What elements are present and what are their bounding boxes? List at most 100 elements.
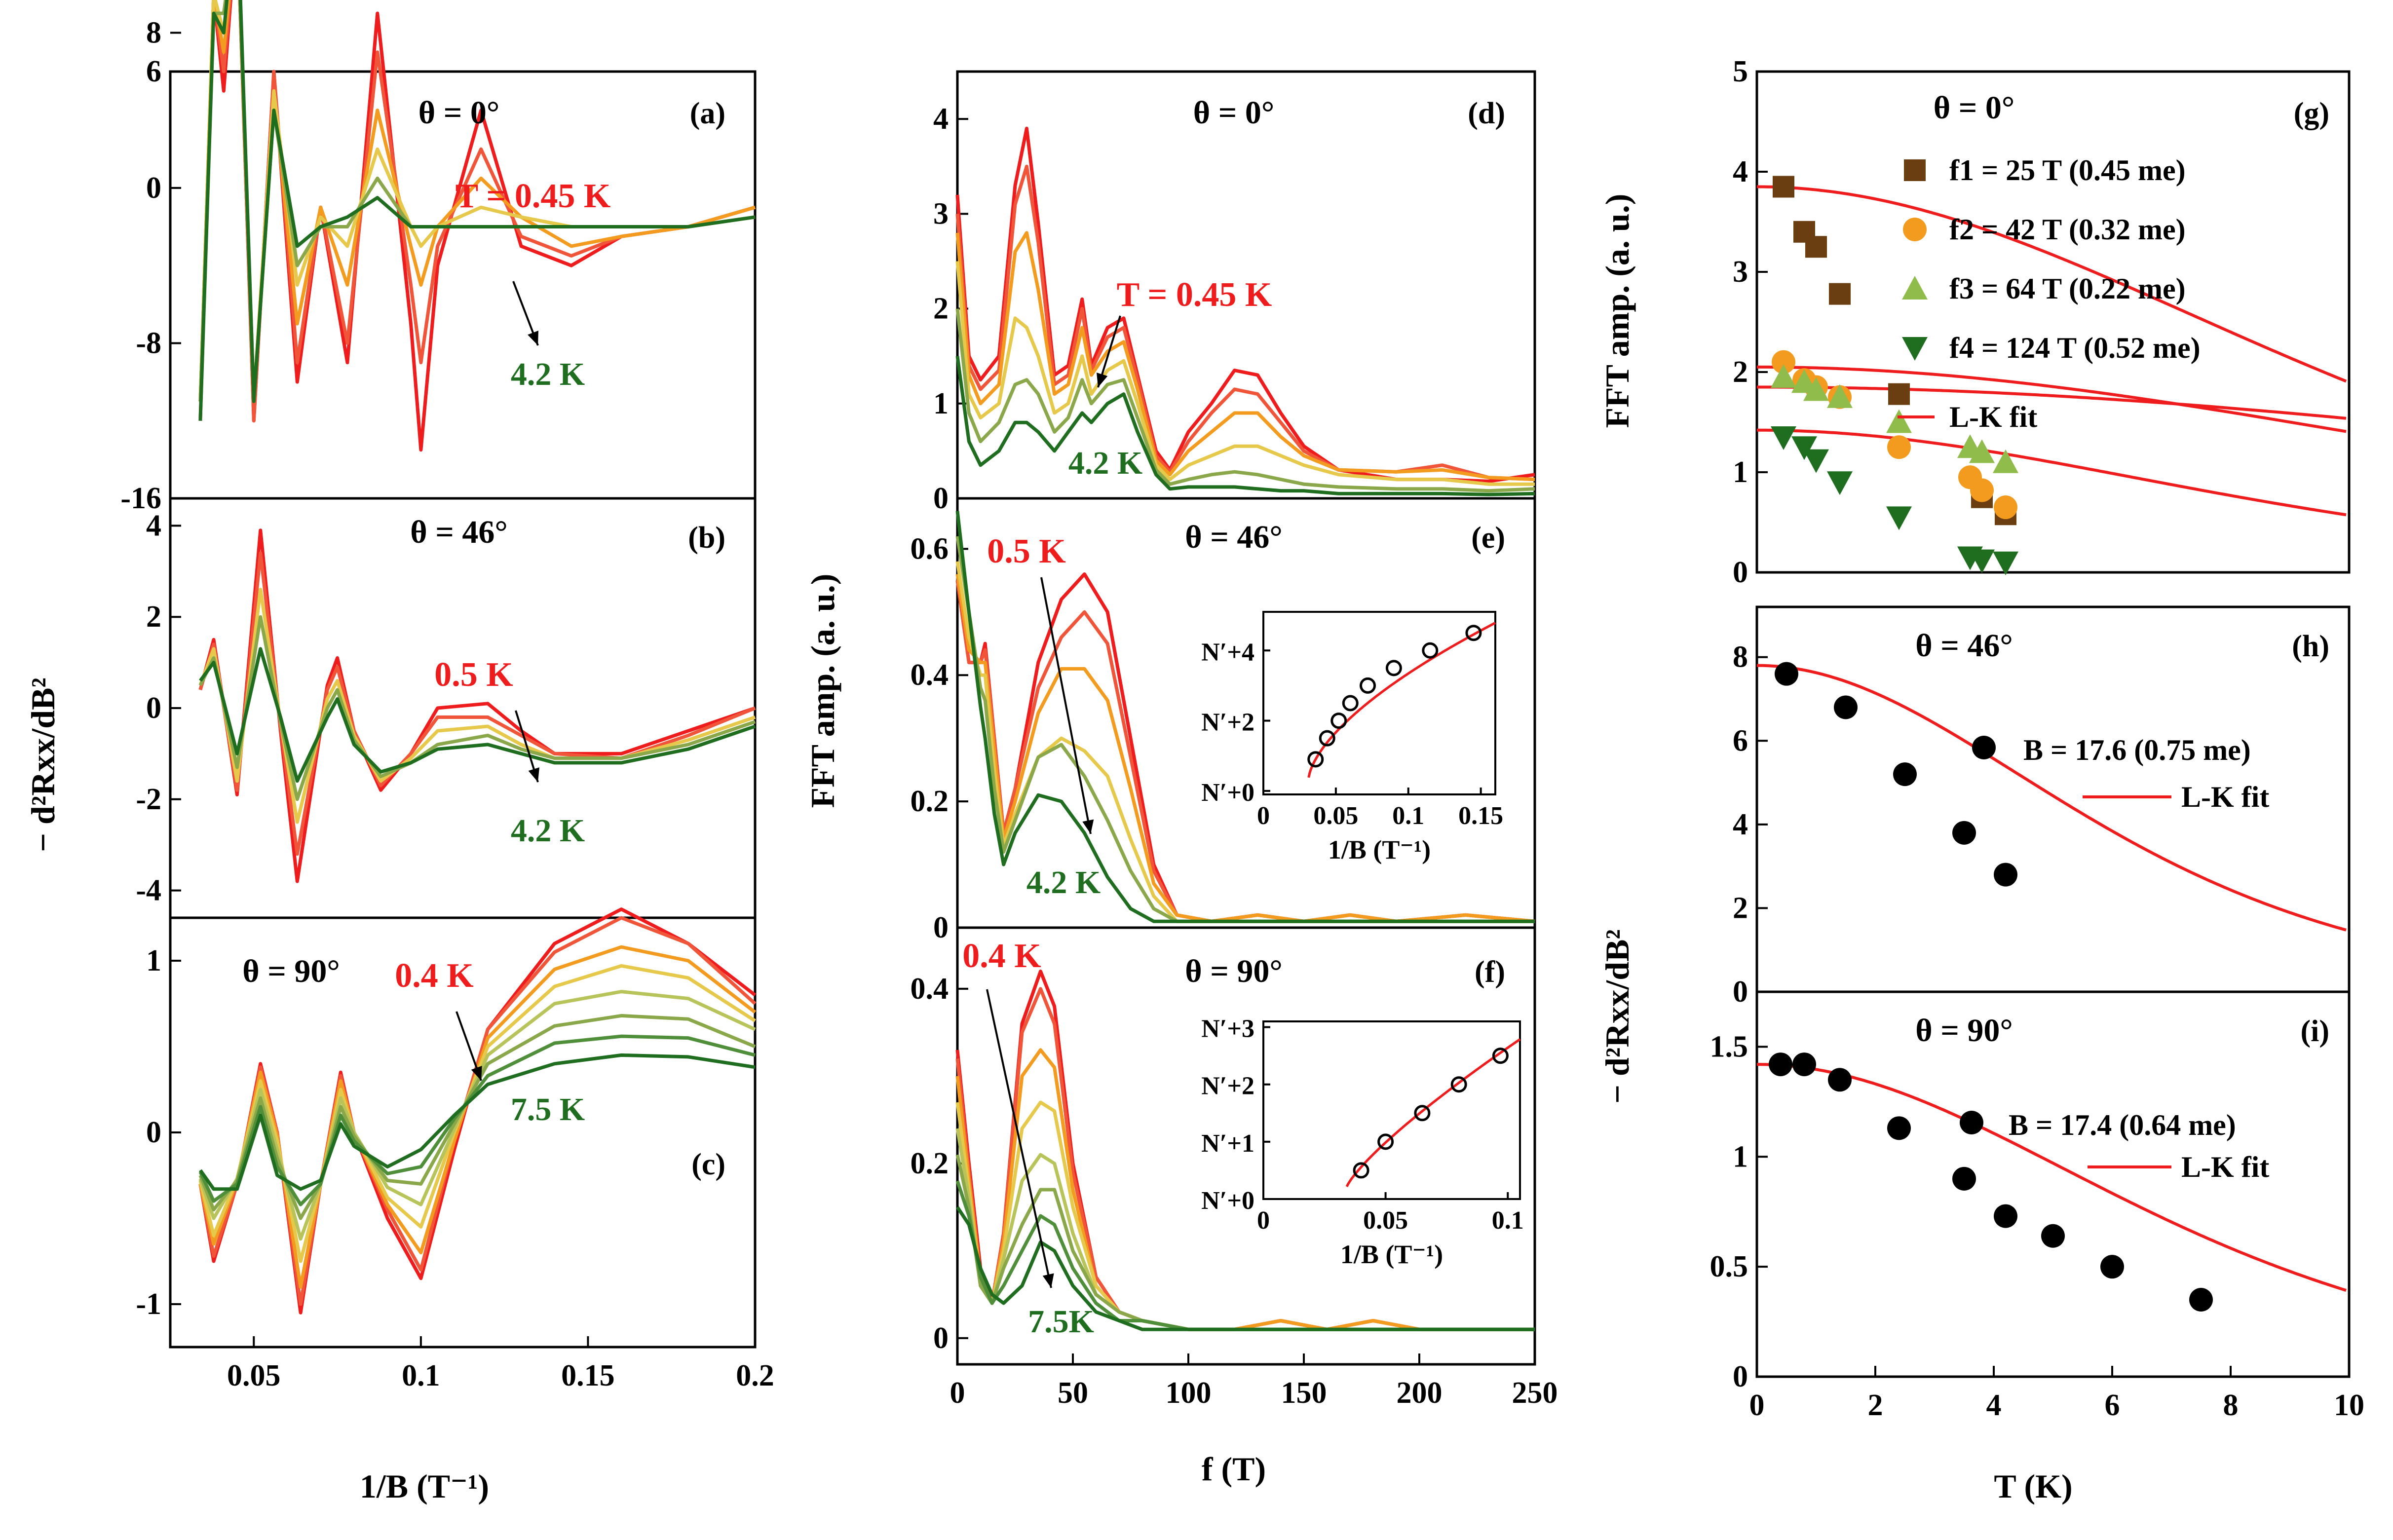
legend-entry: B = 17.6 (0.75 me): [2023, 734, 2251, 766]
annotation-temperature-high: 0.5 K: [434, 656, 513, 694]
y-tick-label: 2: [146, 600, 161, 634]
data-point-square: [1773, 176, 1794, 198]
data-point-open-circle: [1492, 1048, 1509, 1064]
data-point-triangle-down: [1803, 449, 1829, 473]
panel-title: θ = 0°: [418, 95, 499, 131]
middle-column-y-axis-title: FFT amp. (a. u.): [804, 574, 841, 808]
x-tick-label: 6: [2105, 1389, 2120, 1422]
y-tick-label: N′+4: [1201, 638, 1254, 666]
y-tick-label: N′+0: [1201, 779, 1254, 807]
data-point-triangle-up: [1969, 439, 1995, 463]
panel-g: 0 1 2 3 4 5 θ = 0° (g) f1 = 25 T (0.45 me) f2 = 4…: [1733, 55, 2351, 589]
panel-c: -1 0 1 0.05 0.1 0.15 0.2 θ = 90° (c) 0.4 K 7.5 K: [136, 907, 774, 1392]
arrow-head: [471, 1066, 482, 1081]
panel-title: θ = 46°: [410, 514, 507, 550]
data-point-circle: [1792, 1052, 1816, 1077]
annotation-temperature-high: T = 0.45 K: [456, 177, 611, 215]
series-line-4.2-K: [955, 356, 1535, 496]
panel-letter: (h): [2292, 630, 2329, 663]
legend-entry: f3 = 64 T (0.22 me): [1949, 272, 2186, 305]
y-tick-label: 1: [933, 387, 949, 420]
y-tick-label: 0.2: [911, 785, 949, 818]
x-tick-label: 0.15: [561, 1359, 615, 1392]
x-tick-label: 200: [1397, 1376, 1443, 1410]
legend-entry: f1 = 25 T (0.45 me): [1949, 154, 2186, 187]
panel-title: θ = 46°: [1915, 628, 2013, 664]
x-tick-label: 50: [1058, 1376, 1088, 1410]
series-line-4.2-K: [198, 0, 756, 421]
arrow-shaft: [986, 989, 1052, 1288]
series-line-4-K: [198, 990, 756, 1241]
y-tick-label: -2: [136, 783, 161, 816]
y-tick-label: -4: [136, 874, 161, 907]
y-tick-label: 8: [1733, 640, 1748, 674]
data-point-triangle-down: [1791, 436, 1817, 460]
right-top-y-axis-title: FFT amp. (a. u.): [1598, 194, 1636, 428]
panel-letter: (b): [688, 521, 725, 555]
annotation-temperature-low: 4.2 K: [511, 813, 585, 849]
panel-g-frame: [1755, 70, 2351, 574]
panel-letter: (f): [1475, 955, 1505, 989]
panel-f_inset: N′+0 N′+1 N′+2 N′+3 0 0.05 0.1 1/B (T⁻¹): [1201, 1015, 1524, 1269]
annotation-temperature-low: 7.5K: [1028, 1304, 1094, 1340]
x-tick-label: 0: [1257, 802, 1270, 830]
data-point-open-circle: [1450, 1076, 1467, 1093]
panel-i: 0 0.5 1 1.5 0 2 4 6 8 10 θ = 90° (i) B = 17.4 (0.64 …: [1710, 990, 2364, 1422]
series-line-4.2-K: [955, 511, 1535, 923]
data-point-circle: [1893, 762, 1917, 787]
y-tick-label: 0: [933, 911, 949, 944]
data-point-circle: [1960, 1111, 1983, 1134]
y-tick-label: 0: [146, 171, 161, 205]
y-tick-label: -1: [136, 1287, 161, 1321]
arrow-head: [1082, 819, 1094, 834]
series-line-1-K: [198, 0, 756, 423]
panel-d: 0 1 2 3 4 θ = 0° (d) T = 0.45 K 4.2 K: [933, 70, 1536, 515]
series-line-3-K: [955, 308, 1535, 493]
legend-entry-fit: L-K fit: [2181, 781, 2269, 813]
y-tick-label: N′+3: [1201, 1015, 1254, 1043]
x-tick-label: 2: [1868, 1389, 1883, 1422]
data-point-open-circle: [1307, 751, 1324, 768]
y-tick-label: 5: [1733, 55, 1748, 88]
panel-b: -4 -2 0 2 4 θ = 46° (b) 0.5 K 4.2 K: [136, 497, 757, 919]
panel-title: θ = 0°: [1934, 90, 2014, 126]
data-point-circle: [1994, 863, 2017, 887]
x-tick-label: 0.05: [1363, 1206, 1408, 1235]
y-tick-label: 0: [933, 482, 949, 515]
y-tick-label: 6: [146, 55, 161, 88]
data-point-circle: [1972, 736, 1996, 759]
data-point-circle: [1828, 1068, 1852, 1092]
y-tick-label: 0: [1733, 975, 1748, 1009]
data-point-triangle-down: [1902, 337, 1928, 361]
y-tick-label: 0: [933, 1321, 949, 1355]
data-point-open-circle: [1422, 642, 1439, 659]
data-point-circle: [1769, 1052, 1792, 1077]
x-tick-label: 0: [1749, 1389, 1765, 1422]
y-tick-label: 4: [933, 102, 949, 136]
annotation-temperature-low: 4.2 K: [1068, 445, 1142, 481]
lk-fit-curve: [1757, 385, 2347, 420]
series-line-1.5-K: [198, 0, 756, 403]
data-point-open-circle: [1353, 1162, 1369, 1179]
arrow-shaft: [1040, 577, 1092, 834]
right-column-x-axis-title: T (K): [1994, 1467, 2072, 1505]
legend-entry-fit: L-K fit: [1949, 401, 2037, 433]
data-point-circle: [1970, 478, 1994, 502]
x-tick-label: 100: [1166, 1376, 1212, 1410]
series-line-3-K: [198, 964, 756, 1263]
data-point-triangle-up: [1827, 384, 1853, 408]
annotation-temperature-high: T = 0.45 K: [1117, 276, 1272, 314]
lk-fit-curve: [1757, 664, 2347, 932]
x-tick-label: 0.2: [736, 1359, 774, 1392]
data-point-circle: [1887, 435, 1911, 459]
lk-fit-curve: [1756, 185, 2347, 383]
annotation-temperature-high: 0.4 K: [962, 937, 1041, 975]
left-column-x-axis-title: 1/B (T⁻¹): [360, 1467, 489, 1505]
y-tick-label: 3: [933, 197, 949, 230]
y-tick-label: 2: [933, 292, 949, 326]
y-tick-label: 0: [146, 691, 161, 725]
annotation-temperature-low: 4.2 K: [511, 356, 585, 392]
x-tick-label: 0: [1257, 1206, 1270, 1235]
y-tick-label: 1: [1733, 1140, 1748, 1173]
